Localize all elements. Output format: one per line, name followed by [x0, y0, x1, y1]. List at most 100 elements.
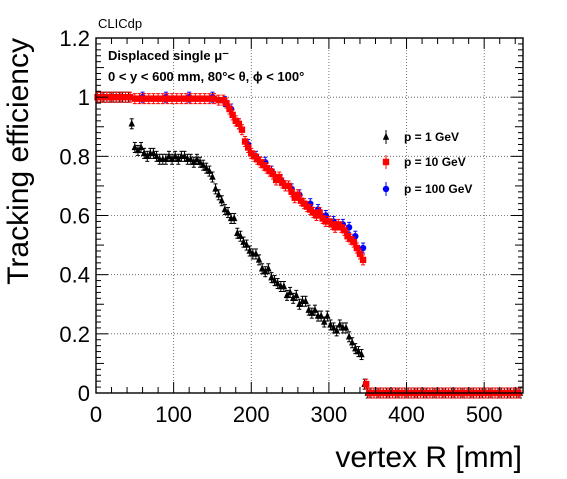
experiment-tag: CLICdp — [98, 16, 142, 31]
y-tick-label: 1 — [78, 85, 90, 110]
data-point — [283, 291, 291, 299]
data-point — [316, 209, 323, 216]
data-point — [122, 93, 129, 101]
data-point — [140, 149, 148, 157]
data-point — [285, 182, 292, 190]
data-point — [359, 244, 367, 252]
data-point — [286, 288, 294, 296]
data-point — [215, 96, 222, 104]
data-point — [305, 305, 312, 313]
data-point — [162, 155, 170, 162]
data-point — [293, 291, 300, 299]
data-point — [150, 149, 157, 157]
x-tick-label: 100 — [155, 402, 192, 427]
x-tick-label: 500 — [466, 402, 503, 427]
axis-ticks: 0 100 200 300 400 500 0 0.2 0.4 0.6 0.8 1 1.2 — [59, 26, 523, 427]
data-point — [255, 255, 263, 263]
data-point — [212, 184, 219, 192]
data-point — [154, 95, 162, 102]
data-point — [269, 170, 277, 178]
y-tick-label: 1.2 — [59, 26, 90, 51]
data-point — [164, 95, 171, 102]
data-point — [240, 237, 247, 245]
data-point — [128, 119, 135, 127]
data-point — [288, 188, 295, 196]
data-point — [327, 320, 334, 328]
data-point — [311, 305, 319, 313]
data-point — [196, 95, 204, 102]
data-point — [201, 95, 208, 102]
data-point — [112, 93, 120, 101]
y-axis-title: Tracking efficiency — [2, 38, 35, 285]
data-point — [203, 163, 210, 171]
x-tick-label: 400 — [388, 402, 425, 427]
data-point — [234, 229, 241, 236]
data-point — [159, 95, 166, 102]
data-point — [235, 120, 243, 127]
data-point — [136, 95, 143, 102]
y-tick-label: 0.4 — [59, 263, 90, 288]
data-point — [199, 161, 207, 168]
legend-marker — [382, 185, 390, 193]
legend-label: p = 1 GeV — [404, 130, 459, 144]
data-point — [209, 172, 216, 180]
data-point — [140, 95, 148, 102]
data-point — [193, 155, 201, 162]
data-point — [274, 279, 281, 287]
data-point — [308, 308, 316, 316]
data-point — [265, 264, 272, 272]
data-point — [229, 111, 236, 119]
data-point — [187, 155, 194, 162]
y-tick-label: 0 — [78, 381, 90, 406]
data-point — [341, 227, 348, 234]
data-point — [223, 99, 230, 107]
legend-marker — [382, 158, 390, 166]
data-point — [294, 191, 302, 198]
y-tick-label: 0.2 — [59, 322, 90, 347]
legend-label: p = 100 GeV — [404, 182, 472, 196]
data-point — [353, 244, 361, 252]
x-tick-label: 0 — [90, 402, 102, 427]
legend: p = 1 GeV p = 10 GeV p = 100 GeV — [382, 130, 472, 196]
data-point — [352, 344, 359, 352]
data-point — [168, 155, 176, 162]
data-point — [144, 152, 151, 160]
data-point — [362, 380, 370, 388]
x-tick-label: 300 — [311, 402, 348, 427]
data-point — [241, 138, 249, 145]
data-point — [192, 95, 199, 102]
data-point — [190, 158, 198, 165]
data-point — [289, 294, 297, 302]
data-point — [137, 143, 145, 151]
data-point — [126, 93, 134, 101]
data-point — [330, 323, 337, 331]
data-point — [175, 155, 182, 162]
y-tick-label: 0.6 — [59, 204, 90, 229]
data-point — [173, 95, 180, 102]
data-point — [165, 152, 173, 160]
x-axis-title: vertex R [mm] — [335, 441, 522, 474]
legend-marker — [382, 132, 390, 140]
data-point — [296, 300, 303, 307]
data-point — [302, 297, 309, 304]
data-point — [271, 276, 278, 284]
data-point — [230, 214, 238, 222]
data-point — [134, 146, 142, 154]
data-point — [171, 152, 179, 160]
data-point — [342, 323, 350, 331]
annotation-line2: 0 < y < 600 mm, 80°< θ, ϕ < 100° — [108, 69, 304, 84]
y-tick-label: 0.8 — [59, 144, 90, 169]
legend-label: p = 10 GeV — [404, 155, 466, 169]
data-point — [210, 95, 218, 102]
data-point — [324, 311, 331, 319]
data-point — [358, 350, 365, 358]
data-point — [168, 95, 176, 102]
data-point — [150, 95, 157, 102]
data-point — [196, 158, 204, 165]
data-point — [280, 282, 288, 290]
data-point — [244, 144, 252, 151]
data-point — [333, 326, 340, 334]
data-point — [178, 95, 185, 102]
data-point — [350, 238, 357, 246]
